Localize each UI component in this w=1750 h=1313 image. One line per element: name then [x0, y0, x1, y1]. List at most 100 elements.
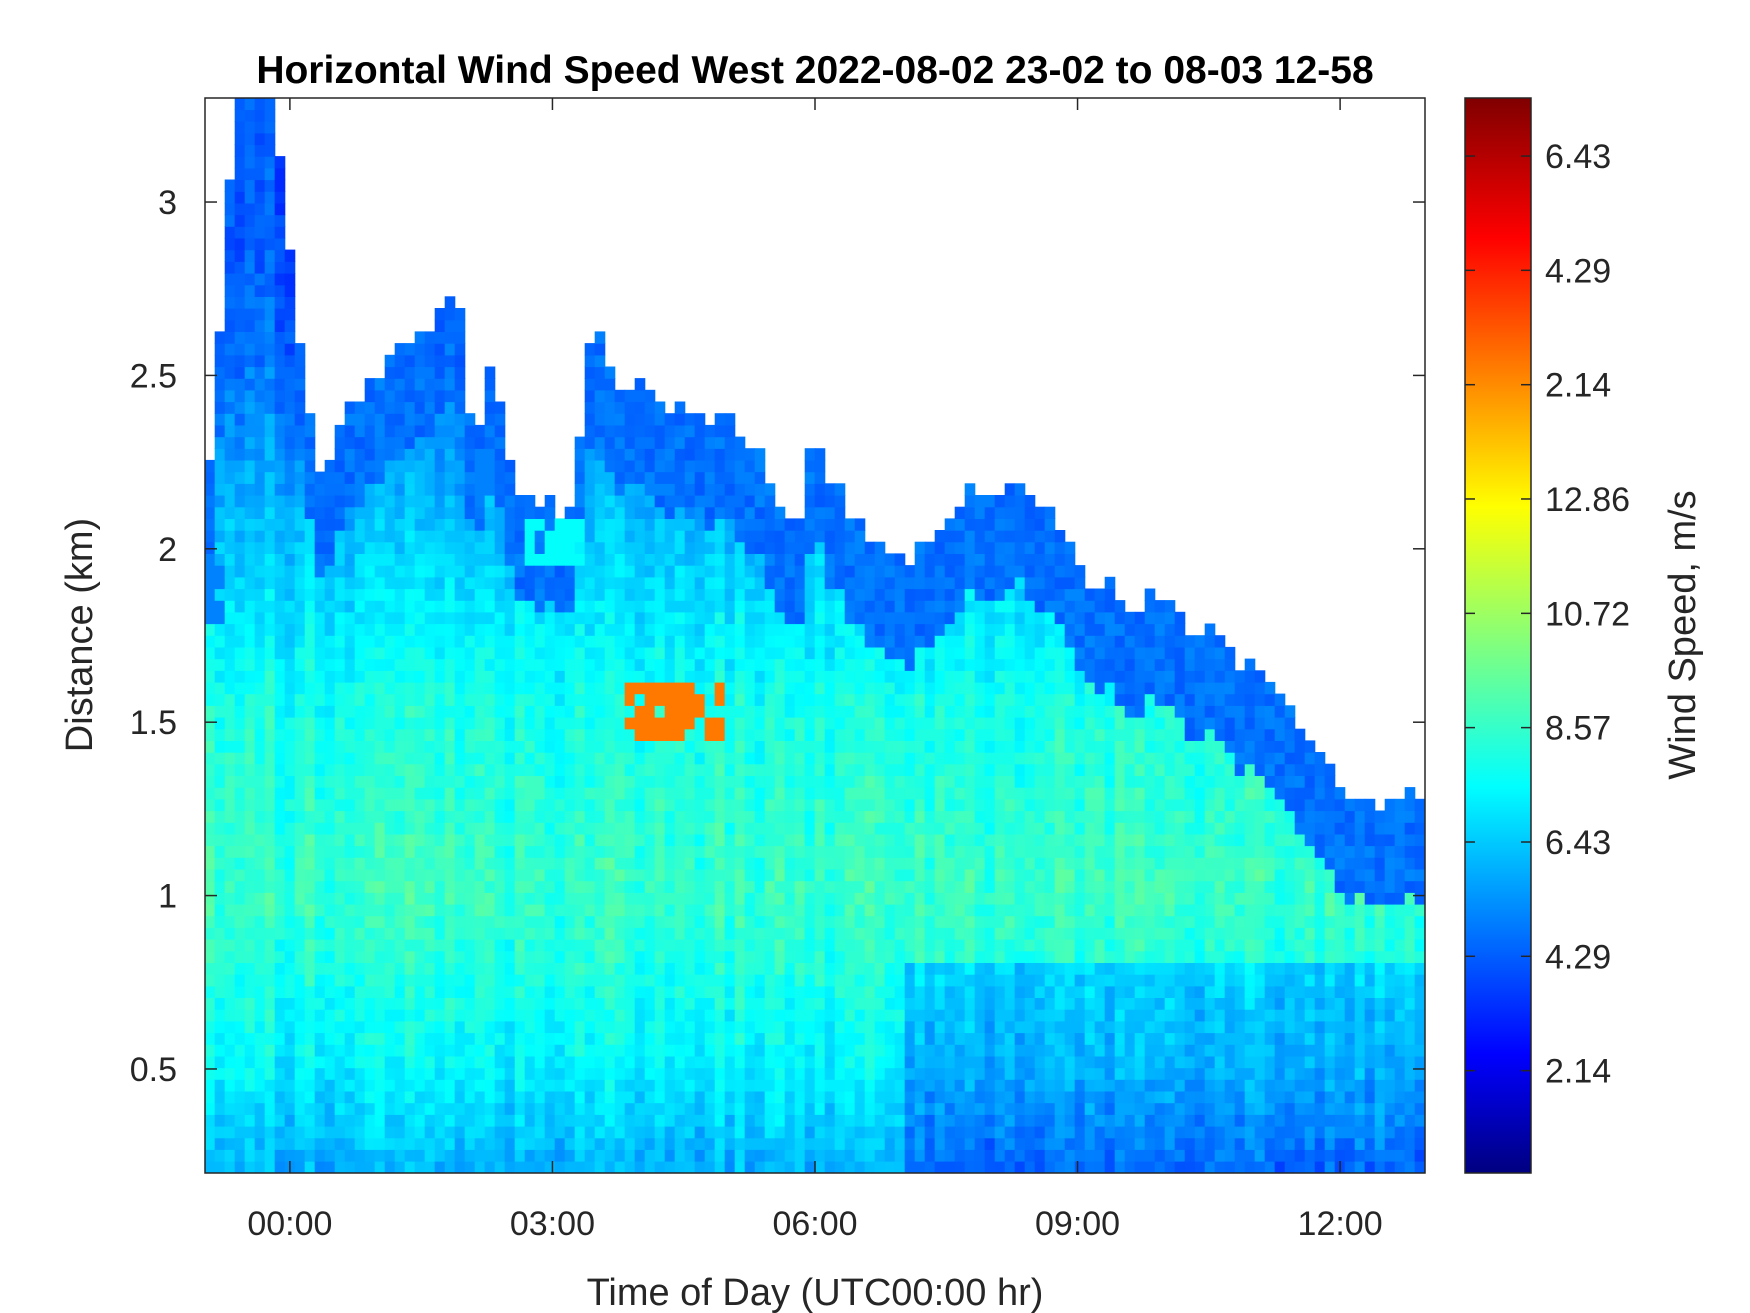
heatmap-cell [964, 1161, 976, 1173]
heatmap-cell [724, 962, 736, 975]
heatmap-cell [724, 611, 736, 625]
heatmap-cell [374, 658, 386, 671]
heatmap-cell [714, 646, 726, 660]
heatmap-cell [205, 611, 216, 625]
heatmap-cell [884, 903, 896, 917]
heatmap-cell [864, 915, 876, 928]
heatmap-cell [354, 1055, 366, 1069]
heatmap-cell [484, 798, 496, 812]
heatmap-cell [844, 833, 856, 847]
heatmap-cell [474, 787, 486, 800]
heatmap-cell [264, 705, 276, 718]
heatmap-cell [404, 424, 416, 438]
heatmap-cell [404, 1044, 416, 1057]
heatmap-cell [744, 646, 756, 660]
heatmap-cell [624, 448, 636, 461]
heatmap-cell [894, 845, 906, 858]
heatmap-cell [544, 693, 556, 706]
heatmap-cell [544, 892, 556, 905]
heatmap-cell [804, 927, 816, 940]
heatmap-cell [214, 366, 226, 379]
heatmap-cell [274, 156, 286, 169]
heatmap-cell [844, 1149, 856, 1162]
heatmap-cell [444, 880, 456, 893]
heatmap-cell [205, 868, 216, 882]
heatmap-cell [414, 1102, 426, 1115]
heatmap-cell [384, 1090, 396, 1104]
heatmap-cell [774, 974, 786, 987]
heatmap-cell [234, 144, 246, 157]
heatmap-cell [824, 658, 836, 671]
heatmap-cell [224, 1161, 236, 1173]
heatmap-cell [224, 588, 236, 601]
heatmap-cell [284, 822, 296, 835]
heatmap-cell [384, 1137, 396, 1150]
heatmap-cell [594, 822, 606, 835]
heatmap-cell [624, 962, 636, 975]
heatmap-cell [494, 775, 506, 788]
heatmap-cell [584, 576, 596, 590]
heatmap-cell [205, 798, 216, 812]
heatmap-cell [714, 623, 726, 636]
heatmap-cell [274, 728, 286, 741]
heatmap-cell [754, 1102, 766, 1115]
heatmap-cell [894, 693, 906, 706]
heatmap-cell [614, 588, 626, 601]
heatmap-cell [794, 1009, 806, 1022]
heatmap-cell [494, 1032, 506, 1045]
heatmap-cell [854, 1102, 866, 1115]
heatmap-cell [544, 1009, 556, 1022]
heatmap-cell [274, 273, 286, 286]
heatmap-cell [384, 600, 396, 613]
heatmap-cell [594, 1126, 606, 1139]
heatmap-cell [624, 506, 636, 519]
heatmap-cell [904, 962, 916, 975]
heatmap-cell [434, 1149, 446, 1162]
heatmap-cell [424, 857, 436, 870]
heatmap-cell [494, 1137, 506, 1150]
heatmap-cell [354, 611, 366, 625]
heatmap-cell [284, 833, 296, 847]
heatmap-cell [794, 693, 806, 706]
heatmap-cell [454, 576, 466, 590]
heatmap-cell [864, 635, 876, 648]
heatmap-cell [794, 635, 806, 648]
heatmap-cell [754, 962, 766, 975]
heatmap-cell [224, 506, 236, 519]
heatmap-cell [814, 752, 826, 765]
heatmap-cell [454, 857, 466, 870]
heatmap-cell [214, 401, 226, 414]
heatmap-cell [434, 1020, 446, 1034]
heatmap-cell [614, 705, 626, 718]
heatmap-cell [444, 635, 456, 648]
heatmap-cell [304, 1009, 316, 1022]
heatmap-cell [254, 1126, 266, 1139]
heatmap-cell [414, 530, 426, 543]
heatmap-cell [734, 740, 746, 753]
heatmap-cell [434, 985, 446, 998]
heatmap-cell [864, 576, 876, 590]
heatmap-cell [304, 775, 316, 788]
heatmap-cell [674, 670, 686, 683]
heatmap-cell [314, 833, 326, 847]
heatmap-cell [544, 752, 556, 765]
heatmap-cell [324, 1126, 336, 1139]
heatmap-cell [524, 939, 536, 952]
heatmap-cell [234, 985, 246, 998]
heatmap-cell [374, 1020, 386, 1034]
heatmap-cell [944, 681, 956, 695]
heatmap-cell [694, 1055, 706, 1069]
heatmap-cell [244, 868, 256, 882]
heatmap-cell [664, 845, 676, 858]
heatmap-cell [714, 868, 726, 882]
heatmap-cell [504, 997, 516, 1010]
heatmap-cell [284, 635, 296, 648]
heatmap-cell [584, 927, 596, 940]
heatmap-cell [424, 646, 436, 660]
heatmap-cell [814, 658, 826, 671]
heatmap-cell [654, 693, 666, 706]
heatmap-cell [274, 705, 286, 718]
heatmap-cell [604, 728, 616, 741]
heatmap-cell [414, 553, 426, 566]
